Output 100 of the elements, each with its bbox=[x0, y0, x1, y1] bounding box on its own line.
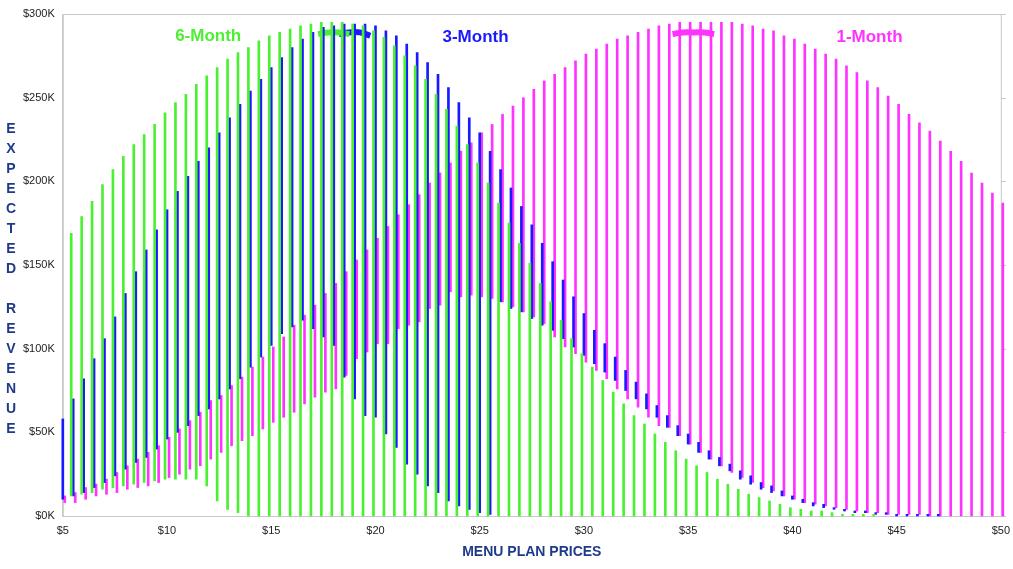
bar bbox=[532, 88, 536, 318]
x-tick-label: $15 bbox=[262, 523, 281, 536]
bar bbox=[178, 428, 181, 475]
bar bbox=[251, 366, 254, 437]
bar bbox=[832, 507, 836, 510]
x-tick-label: $35 bbox=[678, 523, 698, 536]
bar bbox=[497, 202, 500, 517]
bar bbox=[768, 500, 771, 517]
bar bbox=[820, 510, 823, 517]
bar bbox=[770, 485, 773, 493]
bar bbox=[122, 155, 125, 487]
x-tick-label: $30 bbox=[574, 523, 594, 536]
series-label: 3-Month bbox=[442, 27, 509, 47]
bar bbox=[615, 38, 619, 390]
bar bbox=[591, 366, 594, 517]
x-axis-title: MENU PLAN PRICES bbox=[462, 543, 602, 560]
bar bbox=[772, 30, 775, 492]
bar bbox=[230, 385, 233, 447]
x-tick-label: $40 bbox=[783, 523, 802, 536]
bar bbox=[697, 442, 700, 453]
bar bbox=[542, 80, 546, 324]
bar bbox=[303, 314, 306, 405]
bar bbox=[392, 45, 396, 517]
bar bbox=[647, 28, 650, 418]
bar bbox=[551, 261, 554, 331]
y-tick-label: $0K bbox=[35, 509, 56, 522]
bar bbox=[465, 144, 469, 517]
bar bbox=[601, 380, 605, 517]
bar bbox=[645, 393, 648, 410]
bar bbox=[271, 346, 275, 423]
bar bbox=[876, 87, 880, 513]
bar bbox=[605, 43, 609, 380]
bar bbox=[613, 356, 617, 381]
bar bbox=[813, 48, 817, 505]
bar bbox=[528, 263, 532, 517]
bar bbox=[866, 80, 869, 513]
bar bbox=[841, 514, 844, 517]
series-label: 6-Month bbox=[175, 26, 242, 46]
bar bbox=[424, 78, 427, 517]
bar bbox=[886, 95, 890, 515]
bar bbox=[611, 391, 615, 517]
bar bbox=[226, 58, 229, 510]
bar bbox=[282, 336, 286, 418]
bar bbox=[84, 487, 87, 500]
bar bbox=[142, 134, 146, 483]
bar bbox=[824, 53, 827, 507]
bar bbox=[198, 411, 202, 467]
bar bbox=[791, 495, 794, 500]
bar bbox=[1001, 202, 1005, 517]
bar bbox=[803, 43, 807, 503]
bar bbox=[603, 343, 607, 373]
bar bbox=[643, 423, 646, 517]
bar bbox=[267, 35, 271, 517]
bar bbox=[695, 465, 698, 517]
bar bbox=[845, 65, 848, 510]
bar bbox=[747, 493, 751, 517]
y-tick-label: $200K bbox=[23, 174, 56, 187]
bar bbox=[522, 97, 525, 313]
bar bbox=[136, 458, 140, 488]
bar bbox=[530, 224, 534, 319]
bar bbox=[809, 510, 813, 517]
bar bbox=[540, 242, 544, 326]
bar bbox=[572, 296, 575, 348]
bar bbox=[324, 293, 327, 393]
bar bbox=[538, 283, 542, 517]
x-tick-label: $5 bbox=[56, 523, 69, 536]
bar bbox=[665, 415, 669, 428]
bar bbox=[716, 478, 719, 517]
x-tick-label: $25 bbox=[470, 523, 489, 536]
bar bbox=[209, 400, 213, 460]
bar bbox=[895, 514, 898, 517]
bar bbox=[799, 508, 803, 517]
bar bbox=[970, 172, 973, 517]
bar bbox=[720, 22, 723, 467]
bar bbox=[549, 301, 552, 517]
bar bbox=[938, 140, 942, 517]
x-tick-label: $10 bbox=[157, 523, 177, 536]
bar bbox=[622, 403, 625, 517]
bar bbox=[801, 498, 805, 503]
bar bbox=[749, 475, 753, 485]
bar bbox=[403, 55, 407, 517]
bar bbox=[663, 442, 667, 517]
series-label: 1-Month bbox=[836, 27, 903, 47]
bar bbox=[132, 144, 136, 485]
bar bbox=[624, 370, 627, 391]
bar bbox=[593, 329, 596, 365]
bar bbox=[157, 445, 160, 483]
bar bbox=[736, 488, 740, 517]
bar bbox=[751, 25, 755, 483]
bar bbox=[884, 512, 888, 515]
bar bbox=[574, 60, 577, 355]
bar bbox=[676, 425, 680, 437]
bar bbox=[595, 48, 598, 371]
bar bbox=[105, 478, 108, 495]
bar bbox=[626, 35, 629, 400]
y-tick-label: $150K bbox=[23, 258, 56, 271]
bar bbox=[740, 23, 744, 478]
bar bbox=[101, 184, 104, 490]
bar bbox=[278, 32, 282, 517]
bar bbox=[916, 514, 919, 517]
